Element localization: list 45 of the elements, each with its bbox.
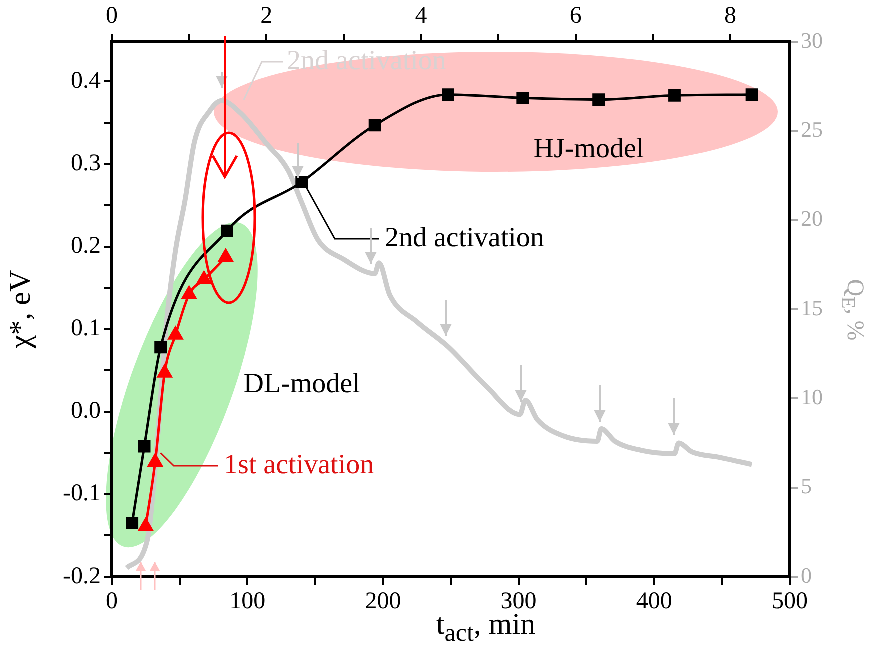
annotation: HJ-model (534, 133, 644, 164)
point (442, 88, 454, 102)
x-tick-label: 500 (772, 588, 808, 615)
point (221, 224, 234, 238)
point (668, 89, 681, 102)
x-tick-label: 0 (106, 588, 118, 615)
point (746, 88, 758, 102)
x-tick-label: 100 (230, 588, 266, 615)
point (218, 249, 234, 262)
y2-tick-label: 15 (801, 295, 823, 320)
point (138, 518, 154, 532)
x2-tick-label: 2 (260, 2, 273, 29)
point (168, 326, 184, 340)
y2-tick-label: 5 (801, 474, 812, 499)
point (592, 94, 606, 106)
y2-tick-label: 30 (801, 28, 823, 53)
point (148, 454, 163, 467)
y-tick-label: 0.2 (71, 233, 101, 260)
y-tick-label: 0.4 (71, 68, 101, 94)
y2-tick-label: 10 (801, 384, 823, 410)
x-tick-label: 200 (365, 588, 402, 615)
annotation: 1st activation (224, 449, 374, 480)
x2-tick-label: 0 (106, 2, 118, 29)
point (516, 92, 530, 104)
x-tick-label: 400 (636, 588, 672, 615)
annotation: DL-model (244, 368, 361, 400)
point (368, 119, 382, 132)
x2-tick-label: 6 (570, 2, 582, 29)
point (158, 364, 172, 378)
point (296, 176, 308, 189)
y-tick-label: -0.1 (63, 480, 101, 507)
y2-tick-label: 20 (801, 206, 823, 232)
y-tick-label: 0.1 (71, 316, 101, 342)
x2-tick-label: 4 (415, 2, 428, 29)
y2-tick-label: 25 (801, 116, 823, 142)
y-tick-label: 0.0 (71, 398, 101, 424)
point (196, 272, 212, 285)
point (154, 341, 168, 354)
annotation: 2nd activation (385, 222, 544, 254)
y-tick-label: 0.3 (71, 150, 101, 176)
y-axis-title: χ*, eV (4, 270, 37, 350)
x2-tick-label: 8 (724, 2, 736, 29)
y-tick-label: -0.2 (63, 563, 101, 590)
point (182, 286, 197, 300)
y2-tick-label: 0 (801, 562, 812, 588)
